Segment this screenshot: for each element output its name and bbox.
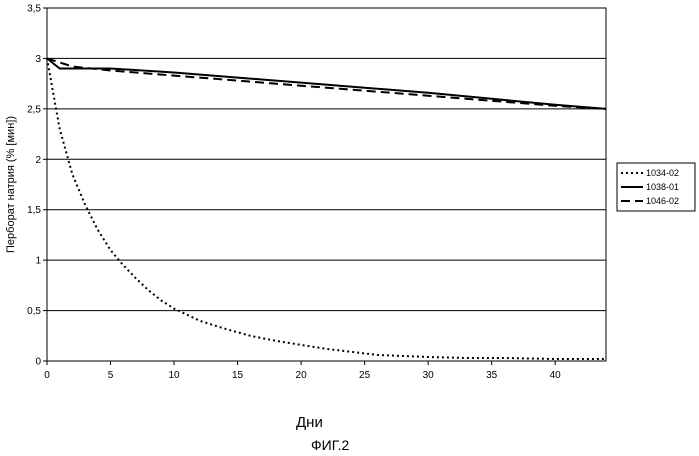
y-tick-label: 2,5 (27, 104, 41, 115)
x-tick-label: 25 (359, 370, 371, 381)
gridlines (47, 8, 606, 361)
series-line-1038-01 (47, 58, 606, 109)
legend-entry-label: 1038-01 (646, 182, 679, 192)
series-lines (47, 58, 606, 359)
legend-entry-label: 1046-02 (646, 196, 679, 206)
y-axis-ticks: 0 0,5 1 1,5 2 2,5 3 3,5 (27, 4, 47, 368)
y-tick-label: 3 (35, 54, 41, 65)
plot-area (47, 8, 606, 361)
x-tick-label: 0 (44, 370, 50, 381)
y-tick-label: 0 (35, 357, 41, 368)
figure-caption: ФИГ.2 (311, 437, 349, 453)
x-tick-label: 5 (108, 370, 114, 381)
x-tick-label: 15 (232, 370, 244, 381)
y-tick-label: 2 (35, 155, 41, 166)
x-tick-label: 40 (550, 370, 562, 381)
y-axis-label: Перборат натрия (% [мин]) (5, 116, 17, 253)
y-tick-label: 1 (35, 256, 41, 267)
x-tick-label: 20 (296, 370, 308, 381)
y-tick-label: 0,5 (27, 306, 41, 317)
x-tick-label: 30 (423, 370, 435, 381)
x-tick-label: 10 (168, 370, 180, 381)
y-tick-label: 1,5 (27, 205, 41, 216)
y-tick-label: 3,5 (27, 4, 41, 15)
x-axis-ticks: 0 5 10 15 20 25 30 35 40 (44, 361, 561, 381)
legend-entry-label: 1034-02 (646, 168, 679, 178)
x-tick-label: 35 (486, 370, 498, 381)
legend: 1034-02 1038-01 1046-02 (617, 163, 695, 211)
x-axis-label: Дни (296, 414, 323, 431)
